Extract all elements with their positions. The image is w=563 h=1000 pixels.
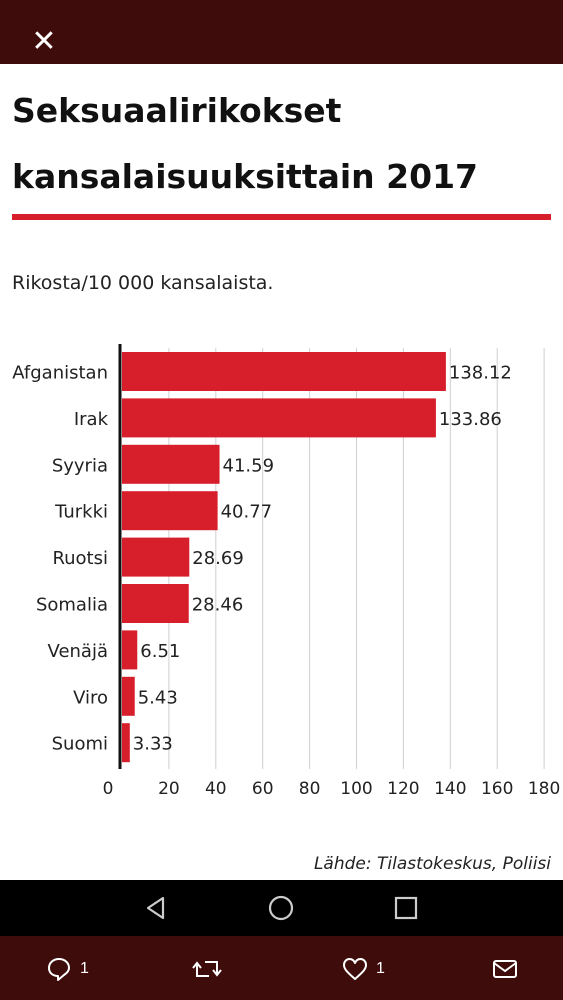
tweet-action-bar: 1 1: [0, 936, 563, 1000]
value-label: 5.43: [138, 687, 178, 708]
value-label: 28.69: [192, 548, 244, 569]
like-button[interactable]: 1: [342, 956, 385, 982]
chart-title: Seksuaalirikokset kansalaisuuksittain 20…: [12, 78, 552, 210]
retweet-button[interactable]: [192, 956, 222, 982]
category-label: Ruotsi: [52, 548, 108, 569]
bar: [122, 398, 436, 438]
bar: [122, 537, 190, 577]
value-label: 3.33: [133, 734, 173, 755]
x-tick-label: 20: [158, 779, 180, 799]
category-label: Syyria: [52, 455, 108, 476]
category-label: Venäjä: [48, 641, 108, 662]
category-label: Turkki: [54, 502, 108, 523]
bar-chart: Afganistan 138.12 Irak 133.86 Syyria 41.59 Tur…: [12, 344, 560, 799]
android-nav-bar: [0, 880, 563, 936]
home-circle-icon[interactable]: [267, 894, 295, 922]
reply-bubble-icon: [48, 958, 70, 981]
x-tick-label: 40: [205, 779, 227, 799]
bar: [122, 491, 218, 531]
like-count: 1: [376, 960, 385, 977]
bar: [122, 630, 138, 670]
bar: [122, 352, 446, 391]
value-label: 133.86: [439, 409, 502, 430]
mail-icon: [493, 960, 517, 978]
category-label: Viro: [73, 687, 108, 708]
title-rule: [12, 214, 551, 220]
category-label: Irak: [74, 409, 109, 430]
category-label: Afganistan: [12, 363, 108, 384]
x-tick-label: 0: [103, 779, 114, 799]
image-card: Seksuaalirikokset kansalaisuuksittain 20…: [0, 64, 563, 880]
bar: [122, 584, 189, 623]
reply-button[interactable]: 1: [46, 956, 89, 982]
x-tick-label: 120: [387, 779, 419, 799]
retweet-icon: [192, 961, 222, 977]
value-label: 6.51: [140, 641, 180, 662]
x-tick-label: 180: [528, 779, 560, 799]
category-label: Somalia: [36, 595, 108, 616]
bar: [122, 676, 135, 716]
recents-square-icon[interactable]: [392, 894, 420, 922]
x-tick-label: 140: [434, 779, 466, 799]
x-tick-label: 80: [299, 779, 321, 799]
chart-subtitle: Rikosta/10 000 kansalaista.: [12, 272, 274, 294]
x-tick-label: 60: [252, 779, 274, 799]
reply-count: 1: [80, 960, 89, 977]
value-label: 40.77: [221, 502, 273, 523]
chart-title-line-1: Seksuaalirikokset: [12, 91, 342, 130]
source-note: Lähde: Tilastokeskus, Poliisi: [313, 854, 551, 874]
back-triangle-icon[interactable]: [142, 894, 170, 922]
top-bar: ✕: [0, 0, 563, 64]
share-dm-button[interactable]: [492, 956, 518, 982]
value-label: 138.12: [449, 363, 512, 384]
value-label: 28.46: [192, 595, 244, 616]
x-tick-label: 160: [481, 779, 513, 799]
bar: [122, 444, 220, 484]
bar: [122, 723, 130, 763]
close-icon[interactable]: ✕: [31, 24, 57, 59]
heart-icon: [343, 958, 367, 980]
category-label: Suomi: [52, 734, 108, 755]
x-tick-label: 100: [340, 779, 372, 799]
value-label: 41.59: [223, 455, 275, 476]
chart-title-line-2: kansalaisuuksittain 2017: [12, 157, 478, 196]
